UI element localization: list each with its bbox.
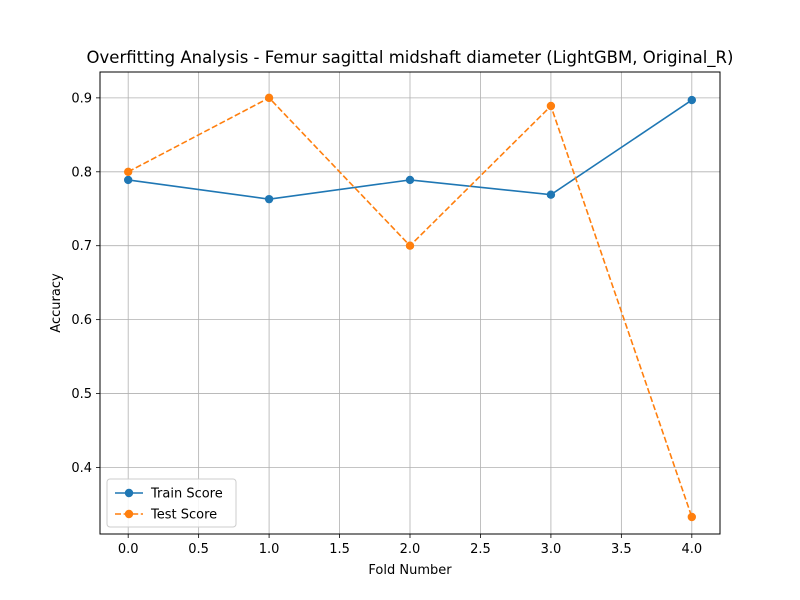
- x-tick-label: 4.0: [681, 542, 702, 557]
- legend-swatch-marker: [124, 509, 134, 519]
- y-tick-label: 0.5: [71, 387, 92, 402]
- series-1-point: [405, 175, 415, 185]
- x-tick-label: 3.5: [611, 542, 632, 557]
- x-tick-label: 3.0: [541, 542, 562, 557]
- y-tick-label: 0.8: [71, 165, 92, 180]
- y-tick-label: 0.4: [71, 461, 92, 476]
- x-axis-label: Fold Number: [368, 563, 452, 578]
- series-2-point: [687, 512, 697, 522]
- axis-ticks: 0.0 0.5 1.0 1.5 2.0 2.5 3.0 3.5 4.0 0.4 0.5 0.6 0.7 0…: [71, 91, 702, 557]
- series-2-point: [405, 241, 415, 250]
- series-1-point: [264, 194, 274, 204]
- x-tick-label: 2.5: [470, 542, 491, 557]
- grid: [100, 72, 720, 534]
- series-1-point: [123, 175, 133, 185]
- series-2-point: [264, 93, 274, 103]
- legend-box: [106, 478, 237, 528]
- y-tick-label: 0.9: [71, 91, 92, 106]
- y-tick-label: 0.6: [71, 313, 92, 328]
- legend-entry-label: Train Score: [150, 487, 223, 502]
- series-2-point: [123, 167, 133, 176]
- y-tick-label: 0.7: [71, 239, 92, 254]
- x-tick-label: 1.5: [329, 542, 350, 557]
- x-tick-label: 1.0: [259, 542, 280, 557]
- legend-entry-label: Test Score: [150, 508, 217, 523]
- legend-swatch-marker: [124, 488, 134, 498]
- series-2-point: [546, 101, 556, 111]
- chart-title: Overfitting Analysis - Femur sagittal mi…: [87, 48, 734, 68]
- series-1-point: [546, 190, 556, 199]
- x-tick-label: 0.5: [188, 542, 209, 557]
- legend: Train Score Test Score: [106, 478, 237, 528]
- plot-series: [123, 93, 697, 522]
- series-1-point: [687, 95, 697, 105]
- y-axis-label: Accuracy: [49, 273, 64, 333]
- x-tick-label: 2.0: [400, 542, 421, 557]
- x-tick-label: 0.0: [118, 542, 139, 557]
